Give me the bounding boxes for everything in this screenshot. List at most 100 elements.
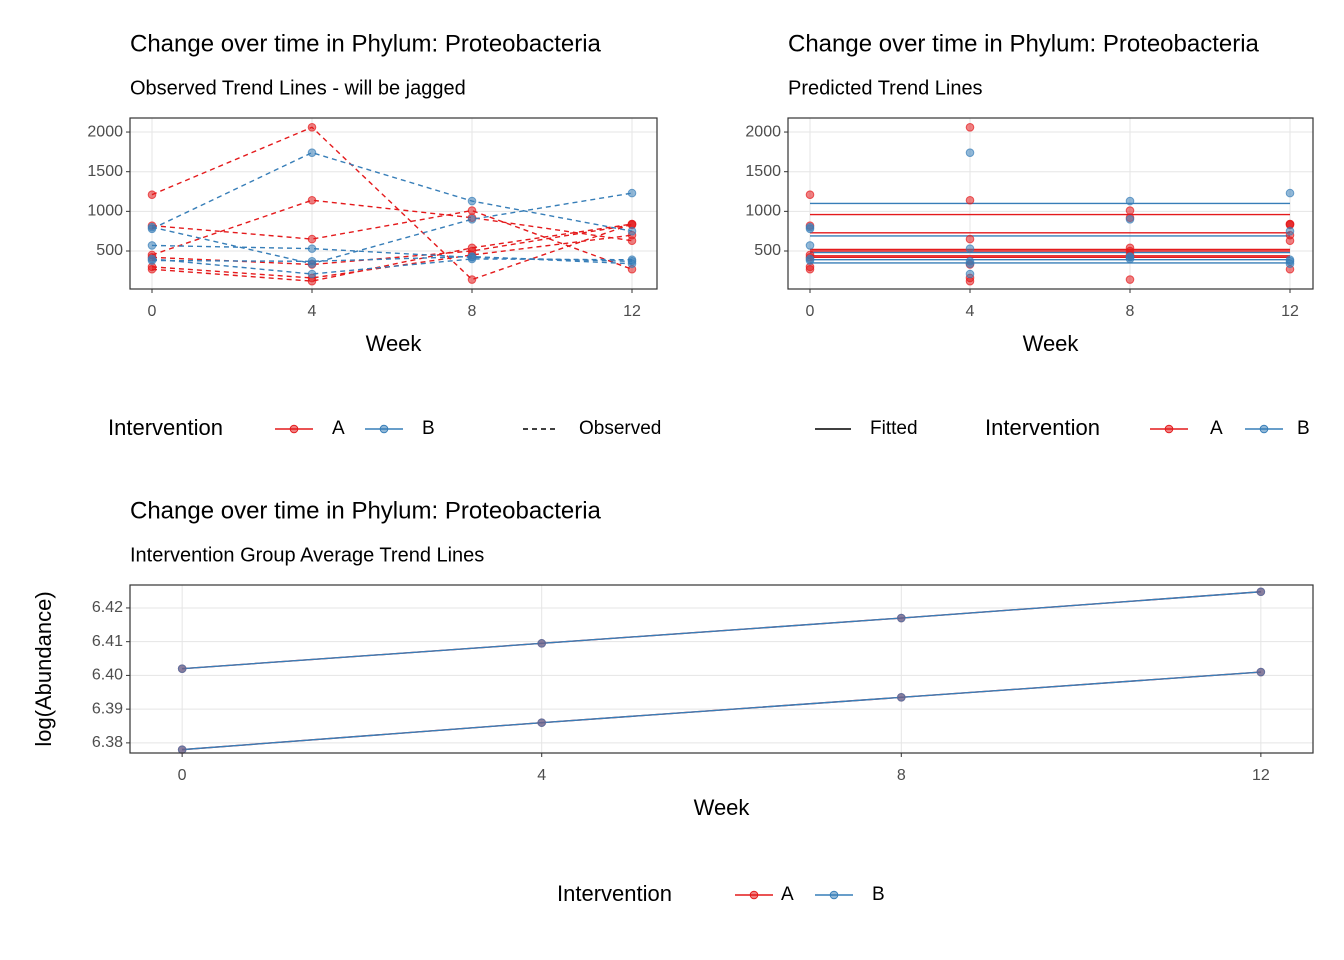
x-tick-label: 8 <box>897 767 906 784</box>
data-point <box>1285 219 1295 229</box>
data-point <box>307 122 317 132</box>
chart-title: Change over time in Phylum: Proteobacter… <box>130 497 602 524</box>
data-point <box>537 718 547 727</box>
trend-line <box>182 591 1261 670</box>
data-point <box>805 222 815 232</box>
y-tick-label: 1000 <box>87 203 123 220</box>
data-point <box>1125 214 1135 224</box>
data-point <box>627 259 637 268</box>
data-point <box>965 244 975 253</box>
legend-title: Intervention <box>985 415 1100 440</box>
data-point <box>307 244 317 253</box>
data-point <box>627 226 637 236</box>
data-point <box>1285 188 1295 198</box>
legend-label: B <box>422 418 435 439</box>
chart-subtitle: Predicted Trend Lines <box>788 77 983 99</box>
data-point <box>805 190 815 199</box>
data-point <box>467 196 477 206</box>
data-point <box>177 745 187 754</box>
x-axis-label: Week <box>1023 331 1080 356</box>
legend-label: Fitted <box>870 418 918 439</box>
data-point <box>1125 243 1135 253</box>
legend-key <box>749 890 759 900</box>
y-tick-label: 2000 <box>87 123 123 140</box>
x-tick-label: 12 <box>1281 303 1299 320</box>
legend-label: B <box>1297 418 1310 439</box>
data-point <box>965 234 975 244</box>
y-tick-label: 6.40 <box>92 667 123 684</box>
data-point <box>896 693 906 702</box>
data-point <box>1256 667 1266 677</box>
x-tick-label: 12 <box>1252 767 1270 784</box>
legend-label: A <box>1210 418 1223 439</box>
data-point <box>627 188 637 198</box>
chart-subtitle: Intervention Group Average Trend Lines <box>130 544 484 566</box>
x-tick-label: 4 <box>966 303 975 320</box>
y-axis-label: log(Abundance) <box>31 591 56 746</box>
data-point <box>147 190 157 199</box>
trend-line <box>151 199 633 256</box>
trend-line <box>151 209 633 270</box>
data-point <box>307 234 317 244</box>
data-point <box>805 241 815 250</box>
data-point <box>1256 587 1266 597</box>
y-tick-label: 500 <box>96 242 123 259</box>
data-point <box>1125 252 1135 261</box>
y-tick-label: 500 <box>754 242 781 259</box>
data-point <box>307 269 317 279</box>
data-point <box>805 264 815 274</box>
legend-label: Observed <box>579 418 661 439</box>
y-tick-label: 6.39 <box>92 700 123 717</box>
plot-background <box>130 585 1313 753</box>
data-point <box>467 243 477 253</box>
legend-label: A <box>781 884 794 905</box>
data-point <box>467 252 477 261</box>
legend-key <box>1259 424 1269 434</box>
data-point <box>147 264 157 274</box>
chart-subtitle: Observed Trend Lines - will be jagged <box>130 77 466 99</box>
data-point <box>896 613 906 623</box>
data-point <box>627 219 637 229</box>
data-point <box>307 148 317 157</box>
y-tick-label: 6.38 <box>92 734 123 751</box>
y-tick-label: 1500 <box>87 163 123 180</box>
data-point <box>537 639 547 648</box>
trend-line <box>151 244 633 263</box>
data-point <box>467 206 477 215</box>
x-tick-label: 8 <box>468 303 477 320</box>
chart-title: Change over time in Phylum: Proteobacter… <box>788 30 1260 57</box>
data-point <box>467 214 477 224</box>
plot-background <box>130 118 657 289</box>
data-point <box>965 257 975 266</box>
y-tick-label: 6.41 <box>92 633 123 650</box>
x-tick-label: 0 <box>148 303 157 320</box>
x-tick-label: 8 <box>1126 303 1135 320</box>
data-point <box>1285 226 1295 236</box>
data-point <box>965 276 975 286</box>
data-point <box>965 122 975 132</box>
data-point <box>965 269 975 279</box>
x-tick-label: 0 <box>806 303 815 320</box>
x-axis-label: Week <box>694 795 751 820</box>
legend-title: Intervention <box>557 881 672 906</box>
plot-border <box>129 117 658 290</box>
data-point <box>307 257 317 266</box>
panel: Change over time in Phylum: Proteobacter… <box>745 30 1314 440</box>
x-tick-label: 0 <box>178 767 187 784</box>
y-tick-label: 1000 <box>745 203 781 220</box>
x-axis-label: Week <box>366 331 423 356</box>
data-point <box>307 276 317 286</box>
data-point <box>1125 275 1135 284</box>
trend-line <box>151 126 633 281</box>
legend-key <box>829 890 839 900</box>
data-point <box>307 195 317 205</box>
trend-line <box>151 151 633 232</box>
legend-key <box>379 424 389 434</box>
panel: Change over time in Phylum: Proteobacter… <box>31 497 1314 906</box>
x-tick-label: 4 <box>308 303 317 320</box>
data-point <box>147 241 157 250</box>
trend-line <box>182 671 1261 751</box>
x-tick-label: 4 <box>537 767 546 784</box>
data-point <box>147 222 157 232</box>
